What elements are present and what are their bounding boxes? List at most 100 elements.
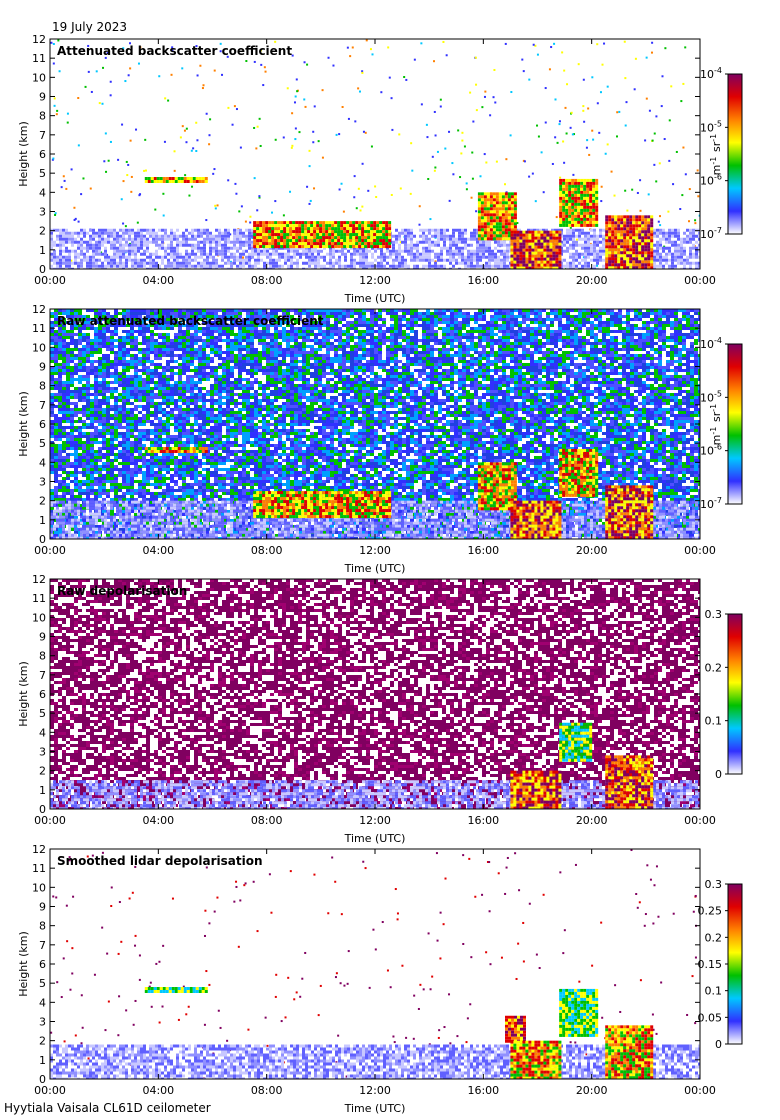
y-tick-label: 3 <box>39 476 46 489</box>
colorbar-unit: m-1 sr-1 <box>709 133 723 176</box>
y-tick-label: 5 <box>39 437 46 450</box>
y-axis-label: Height (km) <box>17 661 30 727</box>
y-tick-label: 1 <box>39 784 46 797</box>
feature-cloud <box>477 462 517 511</box>
colorbar: 10-710-610-510-4m-1 sr-1 <box>700 336 743 511</box>
y-tick-label: 9 <box>39 361 46 374</box>
colorbar-tick-label: 0.2 <box>705 661 723 674</box>
y-tick-label: 11 <box>32 862 46 875</box>
feature-cloud <box>559 178 599 227</box>
x-tick-label: 20:00 <box>576 814 608 827</box>
plot-area <box>50 849 700 1079</box>
feature-precipitation <box>510 230 562 269</box>
x-axis-label: Time (UTC) <box>344 292 406 305</box>
x-tick-label: 20:00 <box>576 274 608 287</box>
x-tick-label: 04:00 <box>142 1084 174 1097</box>
panel-title: Smoothed lidar depolarisation <box>57 854 263 868</box>
colorbar-tick-label: 0.2 <box>705 931 723 944</box>
y-tick-label: 1 <box>39 514 46 527</box>
x-tick-label: 08:00 <box>251 814 283 827</box>
y-tick-label: 2 <box>39 225 46 238</box>
y-tick-label: 5 <box>39 707 46 720</box>
y-tick-label: 8 <box>39 650 46 663</box>
panel-title: Raw attenuated backscatter coefficient <box>57 314 324 328</box>
y-tick-label: 11 <box>32 52 46 65</box>
y-axis-label: Height (km) <box>17 391 30 457</box>
feature-precipitation <box>510 1040 562 1079</box>
y-tick-label: 0 <box>39 533 46 546</box>
x-tick-label: 00:00 <box>684 814 716 827</box>
y-tick-label: 2 <box>39 495 46 508</box>
x-tick-label: 12:00 <box>359 1084 391 1097</box>
x-tick-label: 08:00 <box>251 544 283 557</box>
x-tick-label: 00:00 <box>684 544 716 557</box>
y-tick-label: 9 <box>39 631 46 644</box>
feature-cloud <box>505 1015 526 1043</box>
x-tick-label: 20:00 <box>576 1084 608 1097</box>
feature-cloud <box>477 192 517 241</box>
y-axis-label: Height (km) <box>17 931 30 997</box>
y-tick-label: 10 <box>32 71 46 84</box>
y-tick-label: 9 <box>39 91 46 104</box>
y-tick-label: 10 <box>32 611 46 624</box>
colorbar-tick-label: 10-4 <box>700 336 722 351</box>
y-tick-label: 4 <box>39 726 46 739</box>
y-tick-label: 12 <box>32 33 46 46</box>
y-tick-label: 8 <box>39 380 46 393</box>
feature-cloud-base <box>253 221 392 249</box>
y-tick-label: 7 <box>39 129 46 142</box>
x-tick-label: 16:00 <box>467 814 499 827</box>
colorbar: 10-710-610-510-4m-1 sr-1 <box>700 66 743 241</box>
panel-title: Raw depolarisation <box>57 584 187 598</box>
y-tick-label: 11 <box>32 322 46 335</box>
colorbar-tick-label: 0.3 <box>705 608 723 621</box>
feature-precipitation <box>510 770 562 809</box>
colorbar-gradient <box>727 343 743 505</box>
feature-cloud <box>559 988 599 1037</box>
x-tick-label: 20:00 <box>576 544 608 557</box>
feature-precipitation <box>605 485 654 539</box>
colorbar: 0 0.1 0.2 0.3 <box>705 608 743 781</box>
colorbar-tick-label: 0.25 <box>698 905 723 918</box>
x-axis-label: Time (UTC) <box>344 832 406 845</box>
heatmap-cells <box>50 309 700 539</box>
y-tick-label: 8 <box>39 920 46 933</box>
colorbar-gradient <box>727 613 743 775</box>
y-tick-label: 4 <box>39 186 46 199</box>
colorbar-tick-label: 10-5 <box>700 119 722 134</box>
colorbar-tick-label: 10-7 <box>700 496 722 511</box>
feature-elevated-layer <box>144 987 208 993</box>
y-tick-label: 8 <box>39 110 46 123</box>
x-tick-label: 00:00 <box>34 274 66 287</box>
y-tick-label: 10 <box>32 881 46 894</box>
y-tick-label: 4 <box>39 456 46 469</box>
x-tick-label: 04:00 <box>142 544 174 557</box>
colorbar-gradient <box>727 883 743 1045</box>
feature-precipitation <box>605 1025 654 1079</box>
y-tick-label: 2 <box>39 765 46 778</box>
y-tick-label: 1 <box>39 1054 46 1067</box>
colorbar-tick-label: 10-5 <box>700 389 722 404</box>
x-tick-label: 08:00 <box>251 1084 283 1097</box>
colorbar-tick-label: 10-7 <box>700 226 722 241</box>
colorbar-tick-label: 0.3 <box>705 878 723 891</box>
y-tick-label: 0 <box>39 1073 46 1086</box>
colorbar-tick-label: 0 <box>715 768 722 781</box>
x-axis-label: Time (UTC) <box>344 1102 406 1115</box>
x-tick-label: 16:00 <box>467 544 499 557</box>
y-tick-label: 9 <box>39 901 46 914</box>
y-tick-label: 0 <box>39 263 46 276</box>
y-tick-label: 6 <box>39 418 46 431</box>
x-tick-label: 16:00 <box>467 1084 499 1097</box>
colorbar-tick-label: 0.05 <box>698 1011 723 1024</box>
feature-elevated-layer <box>144 177 208 183</box>
x-axis-label: Time (UTC) <box>344 562 406 575</box>
feature-cloud <box>559 722 593 762</box>
x-tick-label: 12:00 <box>359 814 391 827</box>
x-tick-label: 00:00 <box>34 544 66 557</box>
